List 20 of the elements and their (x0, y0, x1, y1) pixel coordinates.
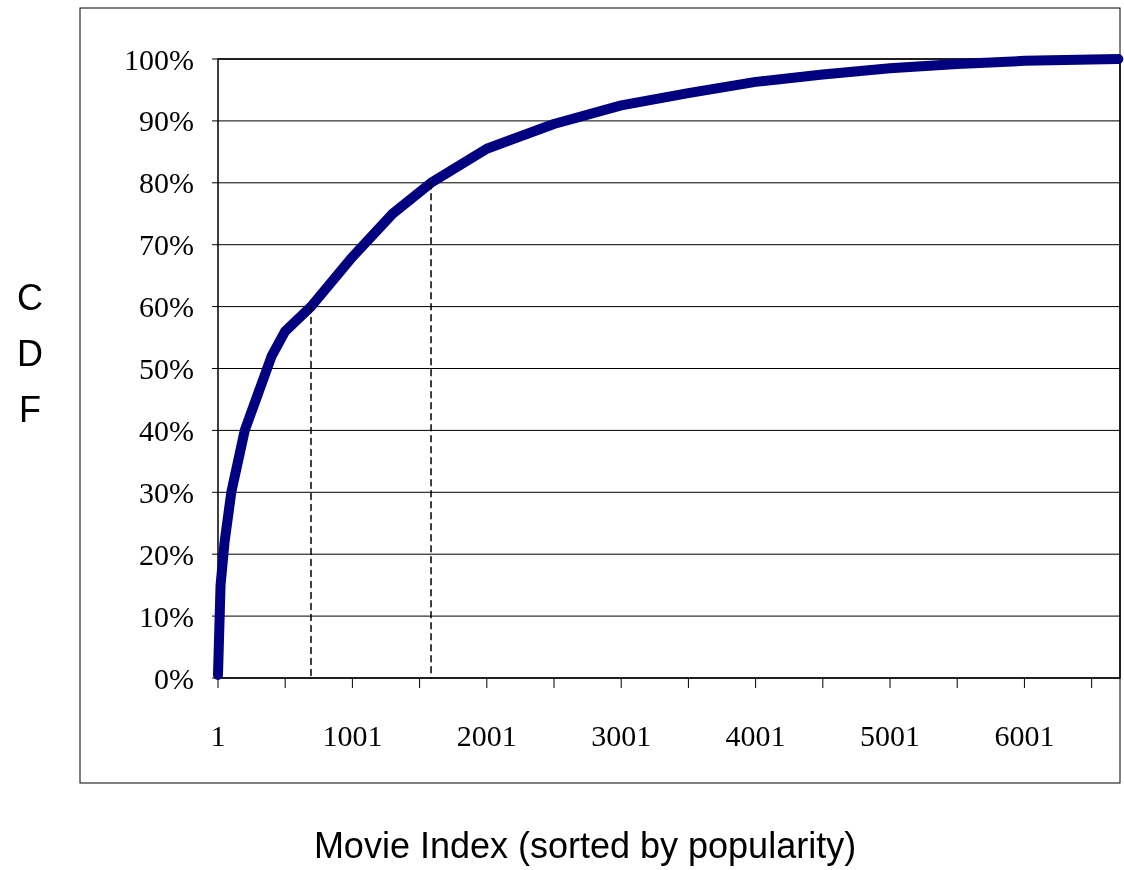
y-tick-label: 20% (139, 537, 194, 571)
x-tick-label: 4001 (725, 719, 786, 752)
y-axis-title: CDF (17, 277, 43, 430)
y-tick-label: 100% (124, 42, 194, 76)
y-tick-label: 50% (139, 352, 194, 385)
y-tick-label: 90% (139, 104, 194, 138)
y-tick-label: 40% (139, 413, 194, 447)
x-tick-label: 6001 (994, 719, 1055, 752)
x-axis-title: Movie Index (sorted by popularity) (313, 825, 857, 866)
x-tick-label: 1 (210, 719, 226, 752)
x-tick-label: 2001 (456, 719, 517, 752)
y-tick-label: 70% (139, 228, 194, 262)
y-tick-label: 80% (139, 166, 194, 200)
x-tick-label: 5001 (860, 719, 921, 752)
y-tick-label: 60% (139, 290, 194, 324)
y-tick-label: 10% (139, 599, 194, 633)
y-tick-label: 30% (139, 475, 194, 509)
x-tick-label: 3001 (591, 719, 652, 752)
y-tick-label: 0% (154, 661, 194, 695)
x-tick-label: 1001 (322, 719, 383, 752)
